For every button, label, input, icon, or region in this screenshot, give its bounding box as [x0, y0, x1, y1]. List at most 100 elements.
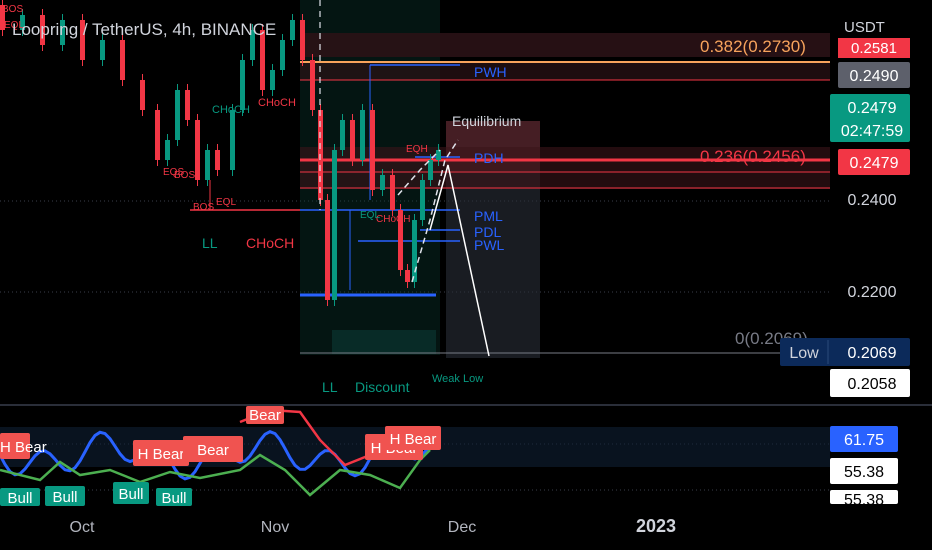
candle	[420, 180, 425, 220]
bear-tag-3: H Bear	[138, 446, 185, 463]
candle	[240, 60, 245, 110]
candle	[280, 40, 285, 70]
pwh-zone	[300, 62, 830, 80]
candle	[428, 160, 433, 180]
oscillator-bull-tags: Bull Bull Bull Bull	[0, 482, 192, 507]
projection-path	[429, 164, 490, 357]
osc-tag-blue: 61.75	[844, 432, 884, 449]
candle	[380, 175, 385, 190]
price-tag-2479-bg	[838, 149, 910, 175]
annotation-discount: Discount	[355, 379, 410, 395]
candle	[390, 175, 395, 210]
projection-lines	[319, 0, 490, 357]
candle	[370, 110, 375, 190]
candle	[140, 80, 145, 110]
candle	[436, 150, 441, 160]
oscillator-bear-tags: Bear H Bear H Bear Bear H Bear H Bear	[0, 406, 441, 466]
low-tag-label: Low	[789, 345, 819, 362]
candle	[398, 210, 403, 270]
price-axis[interactable]: USDT 0.2581 0.2490 0.2479 02:47:59 0.247…	[780, 0, 932, 550]
candle	[360, 110, 365, 160]
price-tag-2490: 0.2490	[850, 68, 899, 85]
time-tick-dec: Dec	[448, 519, 476, 536]
candle	[412, 220, 417, 282]
candle	[205, 150, 210, 180]
time-tick-nov: Nov	[261, 519, 289, 536]
annotation-eql-1: EQL	[216, 197, 236, 208]
candle	[405, 270, 410, 282]
level-label-pwh: PWH	[474, 64, 507, 80]
candle	[260, 30, 265, 90]
bull-tag-1: Bull	[7, 490, 32, 507]
candle	[310, 60, 315, 110]
last-price-tag: 0.2479	[848, 100, 897, 117]
level-label-pdh: PDH	[474, 150, 504, 166]
annotation-eql-2: EQL	[4, 20, 24, 31]
annotation-eqs: EQS	[163, 167, 184, 178]
level-label-pml: PML	[474, 208, 503, 224]
candle	[185, 90, 190, 120]
bear-tag-1: Bear	[249, 407, 281, 424]
crosshair-tag: 0.2058	[848, 376, 897, 393]
price-tag-2490-bg	[838, 62, 910, 88]
osc-tag-blue-bg	[830, 426, 898, 452]
bear-tag-2: H Bear	[0, 439, 47, 456]
candle	[340, 120, 345, 150]
price-tag-2479: 0.2479	[850, 155, 899, 172]
time-tick-oct: Oct	[70, 519, 95, 536]
level-label-pdl: PDL	[474, 224, 501, 240]
annotation-choch-2: CHoCH	[212, 104, 250, 116]
annotation-bos-2: BOS	[174, 170, 195, 181]
candle	[60, 20, 65, 45]
osc-tag-partial-bg	[830, 490, 898, 504]
candle	[230, 110, 235, 170]
candle	[290, 20, 295, 40]
candle	[120, 40, 125, 80]
fib-382-zone	[300, 33, 830, 57]
bear-tag-6: H Bear	[390, 431, 437, 448]
candle	[250, 30, 255, 60]
price-tag-partial-bg	[838, 38, 910, 58]
level-labels: PWH PDH PML PDL PWL	[474, 64, 507, 253]
osc-tag-partial: 55.38	[844, 492, 884, 509]
candle	[332, 150, 337, 300]
low-tag-bg	[780, 338, 910, 366]
last-price-tag-bg	[830, 94, 910, 142]
annotation-ll: LL	[202, 235, 218, 251]
chart-title: Loopring / TetherUS, 4h, BINANCE	[12, 20, 277, 39]
candle	[0, 5, 5, 30]
oscillator-pane: Bear H Bear H Bear Bear H Bear H Bear Bu…	[0, 406, 898, 509]
price-tick-2200: 0.2200	[848, 284, 897, 301]
annotation-choch-1: CHoCH	[246, 235, 294, 251]
osc-tag-white: 55.38	[844, 464, 884, 481]
currency-label: USDT	[844, 19, 885, 36]
candle	[300, 20, 305, 60]
candle	[165, 140, 170, 160]
time-axis[interactable]: Oct Nov Dec 2023	[0, 506, 932, 550]
candle	[20, 15, 25, 30]
osc-tag-white-bg	[830, 458, 898, 484]
candle	[350, 120, 355, 160]
candle	[215, 150, 220, 170]
bull-tag-3: Bull	[118, 486, 143, 503]
annotation-choch-4: CHoCH	[376, 214, 410, 225]
candle	[155, 110, 160, 160]
bull-tag-4: Bull	[161, 490, 186, 507]
channel-mid	[397, 149, 441, 196]
annotation-equilibrium: Equilibrium	[452, 113, 521, 129]
bear-tag-4: Bear	[197, 442, 229, 459]
fib-236-zone	[300, 147, 830, 189]
channel-upper	[411, 139, 459, 283]
candle	[80, 20, 85, 60]
candle	[175, 90, 180, 140]
annotations: Equilibrium EQH Weak Low Discount LL LL …	[2, 4, 521, 395]
annotation-eqh: EQH	[406, 144, 428, 155]
price-tag-partial: 0.2581	[851, 40, 897, 57]
annotation-bos-3: BOS	[193, 202, 214, 213]
level-label-pwl: PWL	[474, 237, 505, 253]
bull-tag-2: Bull	[52, 489, 77, 506]
oscillator-bull-line	[0, 449, 431, 497]
price-tick-2400: 0.2400	[848, 192, 897, 209]
fib-label-382: 0.382(0.2730)	[700, 37, 806, 56]
